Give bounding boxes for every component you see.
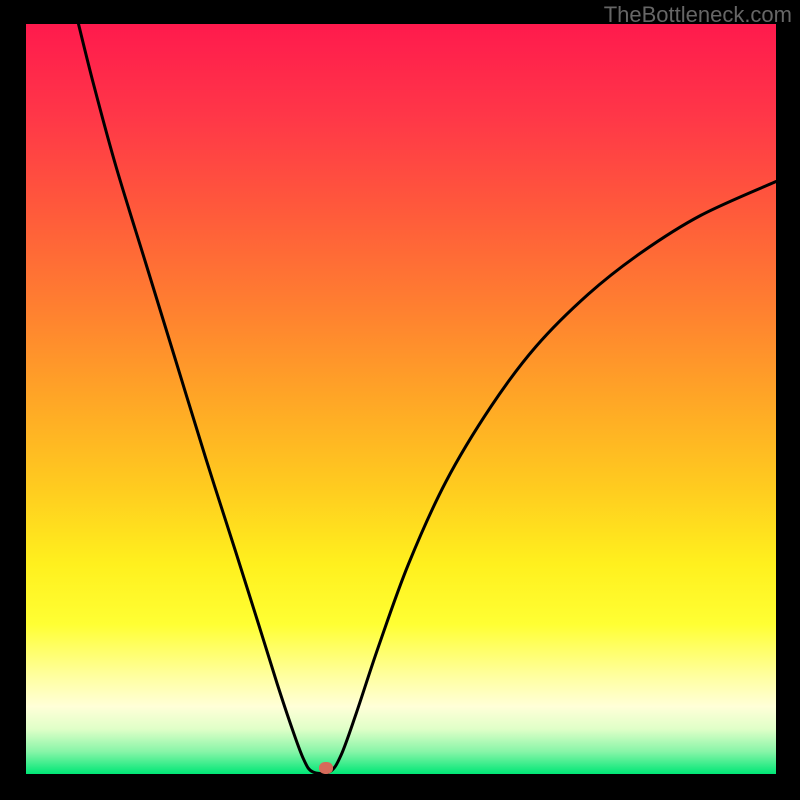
plot-area xyxy=(26,24,776,774)
bottleneck-curve xyxy=(26,24,776,774)
chart-container: TheBottleneck.com xyxy=(0,0,800,800)
optimal-point-marker xyxy=(319,762,333,774)
watermark-text: TheBottleneck.com xyxy=(604,2,792,28)
